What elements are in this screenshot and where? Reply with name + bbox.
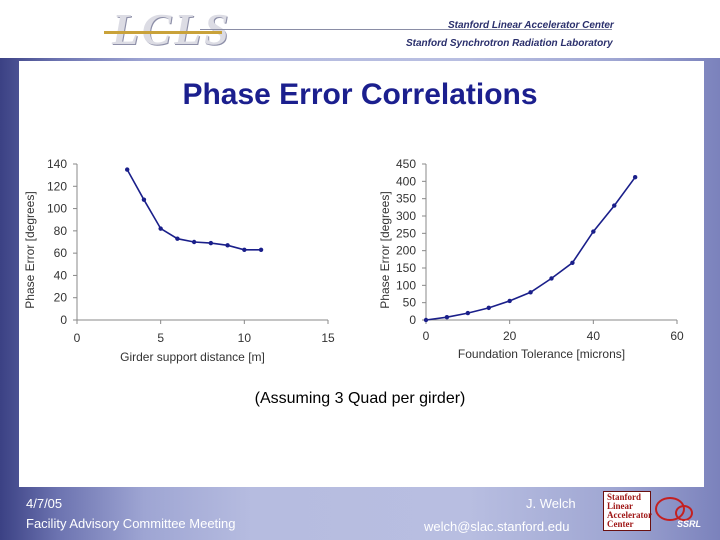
chart1-y-axis-label: Phase Error [degrees] — [23, 191, 37, 308]
slac-name: Stanford Linear Accelerator Center — [448, 20, 614, 31]
ssrl-logo-text: SSRL — [677, 519, 702, 529]
chart1-series-line — [126, 169, 262, 251]
ssrl-ring-small-icon — [675, 505, 693, 521]
chart1-y-tick-label: 140 — [47, 157, 67, 171]
slide-header: LCLS Stanford Linear Accelerator Center … — [0, 0, 720, 58]
chart1-x-tick-label: 5 — [157, 331, 164, 345]
girder-note: (Assuming 3 Quad per girder) — [254, 390, 466, 407]
header-divider-line — [200, 29, 612, 30]
chart1-x-tick-label: 10 — [238, 331, 252, 345]
footer-meeting: Facility Advisory Committee Meeting — [26, 516, 236, 531]
chart1-data-point — [175, 236, 180, 241]
chart1-x-axis-label: Girder support distance [m] — [120, 350, 265, 364]
chart1-y-tick-label: 40 — [54, 268, 68, 282]
footer-author: J. Welch — [526, 496, 576, 511]
chart2-y-tick-label: 150 — [396, 261, 416, 275]
chart2-y-axis-label: Phase Error [degrees] — [378, 191, 392, 308]
chart1-x-tick-label: 0 — [74, 331, 81, 345]
chart2-y-tick-label: 450 — [396, 157, 416, 171]
chart2-data-point — [423, 317, 429, 323]
chart2-x-tick-label: 20 — [503, 329, 517, 343]
slac-logo-line4: Center — [607, 519, 634, 529]
chart1-data-point — [258, 247, 264, 252]
chart2-data-point — [612, 203, 617, 208]
chart2-y-tick-label: 50 — [403, 296, 417, 310]
chart2-data-point — [465, 310, 471, 316]
chart1-y-tick-label: 20 — [54, 291, 68, 305]
slac-logo-line3: Accelerator — [607, 510, 652, 520]
slac-logo-box: Stanford Linear Accelerator Center — [603, 491, 652, 531]
chart1-data-point — [242, 247, 247, 252]
logo-underline — [104, 31, 222, 34]
chart1-data-point — [225, 243, 230, 248]
chart1-y-tick-label: 100 — [47, 202, 67, 216]
chart1-data-point — [141, 197, 147, 202]
chart2-data-point — [444, 315, 450, 320]
chart1-data-point — [191, 239, 197, 245]
chart2-y-tick-label: 200 — [396, 244, 416, 258]
ssrl-name: Stanford Synchrotron Radiation Laborator… — [406, 38, 613, 49]
chart1-y-tick-label: 60 — [54, 246, 68, 260]
chart2-x-tick-label: 0 — [423, 329, 430, 343]
chart2-data-point — [591, 229, 596, 234]
chart2-data-point — [549, 276, 554, 281]
chart2-x-tick-label: 40 — [587, 329, 601, 343]
chart1-data-point — [125, 167, 130, 172]
chart2-x-axis-label: Foundation Tolerance [microns] — [458, 347, 625, 361]
chart2-data-point — [570, 260, 575, 265]
footer-email: welch@slac.stanford.edu — [424, 519, 570, 534]
chart2-data-point — [486, 305, 491, 311]
chart1-data-point — [158, 226, 163, 231]
chart1-data-point — [208, 240, 214, 246]
chart1-y-tick-label: 0 — [60, 313, 67, 327]
chart2-y-tick-label: 400 — [396, 174, 416, 188]
content-panel — [19, 61, 704, 487]
chart2-y-tick-label: 300 — [396, 209, 416, 223]
chart1-x-tick-label: 15 — [321, 331, 335, 345]
chart2-data-point — [528, 290, 533, 295]
slac-logo-line1: Stanford — [607, 492, 642, 502]
chart2-x-tick-label: 60 — [670, 329, 684, 343]
chart2-data-point — [632, 174, 638, 180]
footer-date: 4/7/05 — [26, 496, 63, 511]
chart1-y-tick-label: 80 — [54, 224, 68, 238]
chart2-series-line — [425, 176, 636, 321]
chart2-y-tick-label: 0 — [409, 313, 416, 327]
chart2-y-tick-label: 100 — [396, 278, 416, 292]
chart1-y-tick-label: 120 — [47, 179, 67, 193]
chart2-data-point — [507, 298, 512, 304]
slac-logo-line2: Linear — [607, 501, 633, 511]
slide-title: Phase Error Correlations — [182, 78, 538, 111]
slac-ssrl-logo: Stanford Linear Accelerator Center SSRL — [603, 491, 703, 531]
chart2-y-tick-label: 250 — [396, 226, 416, 240]
chart2-y-tick-label: 350 — [396, 192, 416, 206]
